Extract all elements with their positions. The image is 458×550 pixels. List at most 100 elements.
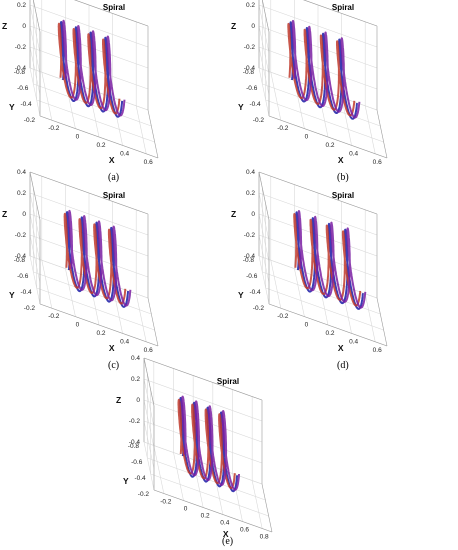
- z-tick-label: -0.2: [15, 44, 27, 51]
- x-tick-label: 0.4: [349, 150, 358, 157]
- box-edge: [153, 489, 273, 533]
- chart-panel-d: Spiral -0.2 0 0.2 0.4 0.6 -0.8 -0.6 -0.4 -0.2 -0.4…: [229, 169, 458, 376]
- chart-title: Spiral: [103, 3, 125, 12]
- grid-line: [258, 67, 378, 111]
- z-tick-label: 0: [251, 23, 255, 30]
- z-tick-label: -0.4: [244, 65, 256, 72]
- y-axis-label: Y: [9, 290, 15, 300]
- x-tick-label: -0.2: [277, 313, 289, 320]
- z-tick-label: 0.2: [246, 190, 255, 197]
- grid-line: [143, 399, 263, 443]
- y-tick-label: -0.6: [246, 273, 258, 280]
- grid-line: [251, 480, 263, 529]
- y-tick-label: -0.4: [134, 475, 146, 482]
- x-tick-label: 0.6: [144, 347, 153, 354]
- chart-panel-c: Spiral -0.2 0 0.2 0.4 0.6 -0.8 -0.6 -0.4 -0.2 -0.4…: [0, 169, 229, 376]
- z-axis-label: Z: [2, 21, 7, 31]
- y-tick-label: -0.2: [253, 305, 265, 312]
- box-edge: [268, 303, 388, 347]
- grid-line: [143, 420, 155, 470]
- spiral-series-line: [181, 395, 240, 491]
- grid-line: [41, 260, 53, 309]
- y-tick-label: -0.8: [243, 257, 255, 264]
- x-tick-label: 0.2: [201, 513, 210, 520]
- chart-panel-a: Spiral -0.2 0 0.2 0.4 0.6 -0.8 -0.6 -0.4 -0.2 -0.4…: [0, 0, 229, 188]
- grid-line: [294, 268, 305, 317]
- z-tick-label: 0.4: [17, 169, 26, 176]
- grid-line: [258, 213, 270, 263]
- grid-line: [36, 287, 155, 331]
- chart-title: Spiral: [332, 191, 354, 200]
- chart-svg-e: Spiral-0.200.20.40.60.8-0.8-0.6-0.4-0.2-…: [116, 355, 273, 541]
- grid-line: [29, 4, 149, 48]
- grid-line: [258, 4, 270, 54]
- z-tick-label: -0.4: [244, 253, 256, 260]
- x-tick-label: 0.6: [373, 347, 382, 354]
- grid-line: [258, 213, 378, 257]
- z-tick-label: -0.2: [129, 418, 141, 425]
- axes-grid: [143, 357, 273, 533]
- tick-labels: -0.2 0 0.2 0.4 0.6 -0.8 -0.6 -0.4 -0.2 -0.4 -0.2 0 0…: [243, 2, 382, 166]
- spiral-series-line: [62, 19, 126, 117]
- grid-line: [258, 25, 270, 75]
- x-axis-label: X: [338, 343, 344, 353]
- grid-line: [88, 276, 100, 326]
- x-tick-label: 0: [76, 134, 80, 141]
- box-edge: [143, 357, 155, 407]
- y-axis-label: Y: [123, 476, 129, 486]
- x-tick-label: 0.4: [120, 150, 129, 157]
- y-axis-label: Y: [238, 290, 244, 300]
- z-tick-label: 0.2: [246, 2, 255, 9]
- grid-line: [65, 268, 76, 317]
- tick-labels: -0.2 0 0.2 0.4 0.6 -0.8 -0.6 -0.4 -0.2 -0.4 -0.2 0 0…: [243, 169, 382, 354]
- grid-line: [364, 105, 376, 154]
- grid-line: [29, 46, 149, 90]
- caption-e: (e): [222, 536, 234, 547]
- y-tick-label: -0.8: [14, 69, 26, 76]
- spiral-series-line: [57, 22, 121, 115]
- y-tick-label: -0.8: [128, 443, 140, 450]
- z-tick-label: -0.4: [15, 253, 27, 260]
- x-tick-label: 0.2: [325, 330, 334, 337]
- grid-line: [153, 445, 165, 494]
- grid-line: [29, 234, 41, 284]
- y-tick-label: -0.6: [246, 85, 258, 92]
- z-tick-label: -0.2: [244, 44, 256, 51]
- grid-line: [265, 287, 384, 331]
- box-edge: [39, 303, 159, 347]
- x-axis-label: X: [338, 155, 344, 165]
- x-tick-label: 0.4: [349, 338, 358, 345]
- z-tick-label: 0.2: [17, 190, 26, 197]
- caption-b: (b): [337, 172, 349, 183]
- series-group: [293, 210, 367, 310]
- x-tick-label: 0.2: [325, 142, 334, 149]
- grid-line: [29, 192, 41, 242]
- box-edge: [74, 0, 149, 27]
- spiral-series-line: [297, 210, 367, 309]
- x-tick-label: 0.6: [373, 159, 382, 166]
- box-edge: [376, 297, 388, 347]
- chart-svg-c: Spiral -0.2 0 0.2 0.4 0.6 -0.8 -0.6 -0.4 -0.2 -0.4…: [2, 169, 159, 354]
- y-tick-label: -0.2: [24, 117, 36, 124]
- grid-line: [143, 441, 155, 491]
- x-tick-label: -0.2: [48, 125, 60, 132]
- grid-line: [29, 213, 41, 263]
- box-edge: [147, 297, 159, 347]
- z-axis-label: Z: [116, 395, 121, 405]
- x-axis-label: X: [223, 529, 229, 539]
- chart-panel-b: Spiral -0.2 0 0.2 0.4 0.6 -0.8 -0.6 -0.4 -0.2 -0.4…: [229, 0, 458, 188]
- grid-line: [29, 255, 149, 299]
- box-edge: [258, 171, 270, 221]
- y-tick-label: -0.2: [253, 117, 265, 124]
- grid-line: [258, 192, 378, 236]
- x-tick-label: 0: [76, 322, 80, 329]
- x-tick-label: 0: [184, 506, 188, 513]
- grid-line: [112, 97, 123, 146]
- z-tick-label: -0.2: [244, 232, 256, 239]
- x-tick-label: -0.2: [160, 499, 172, 506]
- grid-line: [258, 234, 270, 284]
- grid-line: [29, 255, 41, 305]
- grid-line: [143, 378, 155, 428]
- chart-title: Spiral: [217, 377, 239, 386]
- box-edge: [261, 483, 273, 533]
